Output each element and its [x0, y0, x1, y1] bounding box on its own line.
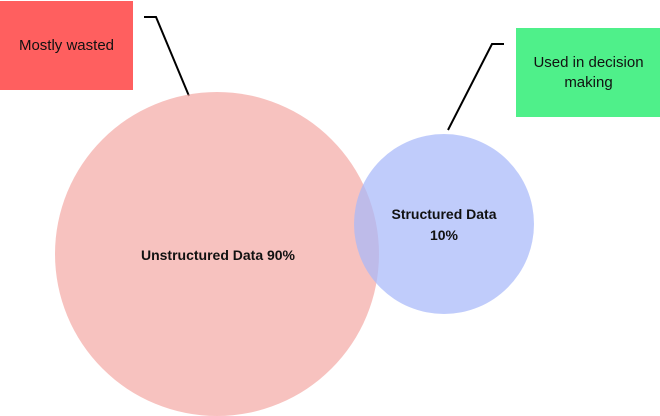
- decision-leader-line: [447, 43, 504, 131]
- mostly-wasted-callout: Mostly wasted: [0, 1, 133, 90]
- decision-making-text: Used in decision making: [533, 54, 644, 91]
- mostly-wasted-text: Mostly wasted: [18, 36, 115, 54]
- unstructured-data-label: Unstructured Data 90%: [140, 247, 296, 263]
- structured-data-label: Structured Data 10%: [391, 206, 497, 243]
- structured-data-circle: [354, 134, 534, 314]
- decision-making-callout: Used in decision making: [516, 28, 660, 117]
- unstructured-data-circle: [55, 92, 379, 416]
- wasted-leader-line: [144, 16, 190, 97]
